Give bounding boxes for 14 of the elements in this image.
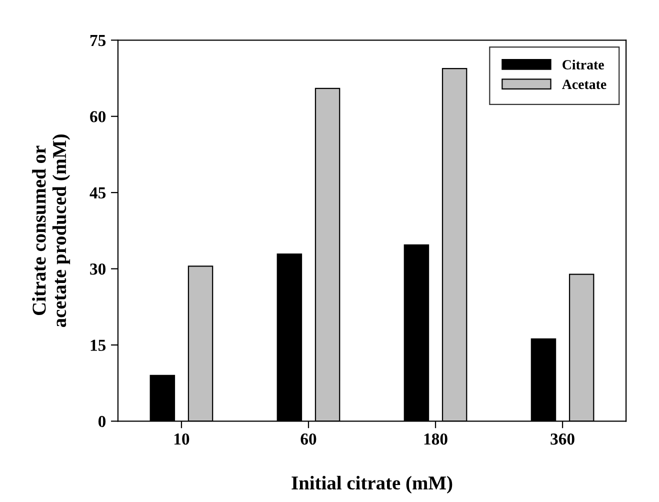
y-tick-label: 0 bbox=[98, 416, 106, 428]
legend-label: Citrate bbox=[562, 60, 604, 70]
x-tick-label: 180 bbox=[424, 433, 448, 445]
y-tick-label: 15 bbox=[90, 340, 106, 351]
y-tick-label: 60 bbox=[90, 111, 106, 122]
x-tick-label: 10 bbox=[174, 433, 190, 445]
y-axis-title: Citrate consumed or acetate produced (mM) bbox=[32, 134, 70, 328]
legend-label: Acetate bbox=[562, 80, 606, 90]
x-tick-label: 360 bbox=[550, 433, 574, 445]
y-tick-label: 45 bbox=[90, 187, 106, 199]
x-tick-label: 60 bbox=[300, 433, 316, 445]
y-tick-label: 75 bbox=[90, 35, 106, 46]
x-axis-title: Initial citrate (mM) bbox=[292, 476, 452, 494]
y-tick-label: 30 bbox=[90, 263, 106, 275]
